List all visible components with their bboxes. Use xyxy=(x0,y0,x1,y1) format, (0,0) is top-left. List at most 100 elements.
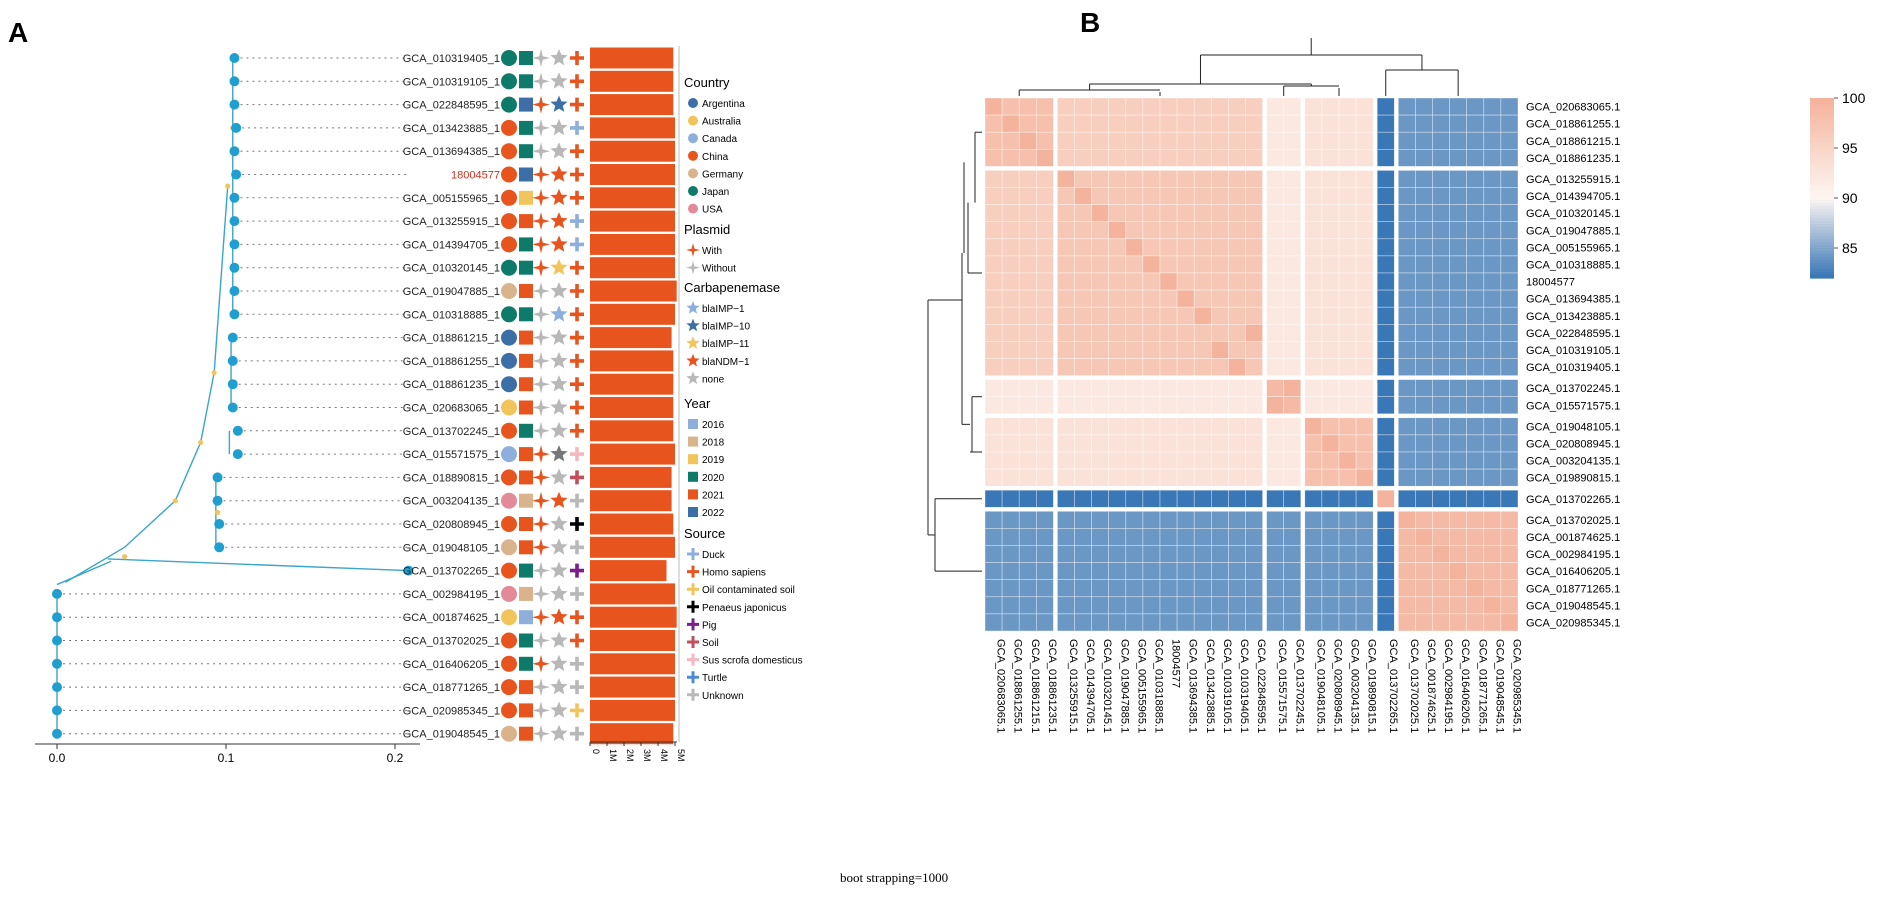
heatmap-cell xyxy=(1376,341,1395,359)
panel-a-label: A xyxy=(8,17,28,48)
heatmap-cell xyxy=(1193,170,1212,188)
country-marker xyxy=(501,585,517,602)
heatmap-cell xyxy=(1321,341,1340,359)
legend-item-label: 2016 xyxy=(702,420,725,431)
heatmap-cell xyxy=(1266,306,1284,325)
heatmap-cell xyxy=(1091,510,1109,529)
heatmap-cell xyxy=(1142,434,1161,453)
heatmap-cell xyxy=(1142,451,1161,470)
carbapenemase-marker xyxy=(550,608,568,625)
heatmap-cell xyxy=(1211,528,1229,546)
heatmap-cell xyxy=(1449,468,1467,487)
heatmap-cell xyxy=(1415,417,1433,436)
genome-size-bar xyxy=(590,94,674,116)
heatmap-cell xyxy=(1159,528,1178,546)
heatmap-cell xyxy=(1142,341,1161,359)
heatmap-cell xyxy=(1228,97,1246,116)
heatmap-cell xyxy=(984,468,1003,487)
heatmap-cell xyxy=(1018,149,1037,167)
heatmap-cell xyxy=(1432,528,1450,546)
heatmap-cell xyxy=(1074,323,1092,342)
heatmap-cell xyxy=(1057,255,1075,274)
heatmap-cell xyxy=(1074,238,1092,257)
heatmap-cell xyxy=(1266,358,1284,376)
country-marker xyxy=(501,446,517,463)
heatmap-cell xyxy=(1466,510,1485,529)
heatmap-cell xyxy=(1415,434,1433,453)
strain-label: GCA_019048105_1 xyxy=(403,542,500,554)
heatmap-cell xyxy=(1500,358,1519,376)
heatmap-cell xyxy=(984,489,1003,508)
heatmap-cell xyxy=(1449,323,1467,342)
heatmap-cell xyxy=(1074,149,1092,167)
heatmap-cell xyxy=(1483,221,1502,240)
heatmap-cell xyxy=(1321,528,1340,546)
heatmap-cell xyxy=(1283,417,1302,436)
heatmap-cell xyxy=(1500,170,1519,188)
genome-size-bar xyxy=(590,397,674,418)
heatmap-cell xyxy=(1245,396,1263,415)
heatmap-cell xyxy=(1125,489,1144,508)
heatmap-cell xyxy=(1018,417,1037,436)
heatmap-cell xyxy=(1266,379,1284,398)
legend-swatch xyxy=(688,454,698,465)
heatmap-cell xyxy=(1036,562,1054,580)
heatmap-cell xyxy=(1018,187,1037,205)
heatmap-cell xyxy=(1415,323,1433,342)
heatmap-cell xyxy=(1176,97,1195,116)
heatmap-cell xyxy=(1245,528,1263,546)
heatmap-cell xyxy=(984,289,1003,308)
heatmap-cell xyxy=(1211,579,1229,598)
heatmap-cell xyxy=(1304,451,1323,470)
heatmap-cell xyxy=(1176,204,1195,223)
country-marker xyxy=(501,539,517,556)
legend-swatch xyxy=(688,115,698,126)
colorbar-segment xyxy=(1810,269,1834,273)
heatmap-cell xyxy=(1245,306,1263,325)
strain-label: GCA_013702265_1 xyxy=(403,566,500,578)
carbapenemase-marker xyxy=(550,188,568,206)
heatmap-cell xyxy=(1001,272,1020,291)
legend-item-label: Germany xyxy=(702,169,743,180)
heatmap-cell xyxy=(1176,341,1195,359)
heatmap-cell xyxy=(1398,97,1416,116)
heatmap-cell xyxy=(1415,289,1433,308)
heatmap-cell xyxy=(1466,238,1485,257)
heatmap-cell xyxy=(1398,204,1416,223)
country-marker xyxy=(501,96,517,113)
plasmid-marker xyxy=(532,328,550,347)
heatmap-cell xyxy=(1018,238,1037,257)
colorbar-segment xyxy=(1810,245,1834,249)
heatmap-cell xyxy=(1304,204,1323,223)
heatmap-cell xyxy=(1193,323,1212,342)
heatmap-cell xyxy=(1074,528,1092,546)
heatmap-cell xyxy=(1125,306,1144,325)
heatmap-cell xyxy=(1036,289,1054,308)
legend-swatch xyxy=(687,653,699,666)
heatmap-cell xyxy=(1228,341,1246,359)
legend-swatch xyxy=(688,489,698,500)
heatmap-cell xyxy=(1125,170,1144,188)
heatmap-cell xyxy=(1001,221,1020,240)
legend-swatch xyxy=(686,301,700,314)
heatmap-cell xyxy=(1245,613,1263,632)
colorbar-segment xyxy=(1810,176,1834,180)
heatmap-cell xyxy=(1108,221,1127,240)
heatmap-cell xyxy=(1211,306,1229,325)
leaf-node xyxy=(227,379,238,390)
bootstrap-point xyxy=(172,498,178,504)
heatmap-cell xyxy=(1074,434,1092,453)
heatmap-cell xyxy=(1338,358,1357,376)
heatmap-cell xyxy=(1228,131,1246,150)
heatmap-cell xyxy=(984,272,1003,291)
heatmap-cell xyxy=(1415,562,1433,580)
heatmap-cell xyxy=(1432,306,1450,325)
heatmap-cell xyxy=(1036,187,1054,205)
heatmap-cell xyxy=(1245,579,1263,598)
heatmap-cell xyxy=(1193,289,1212,308)
carbapenemase-marker xyxy=(550,165,568,182)
heatmap-cell xyxy=(1432,545,1450,563)
leaf-node xyxy=(229,53,240,63)
colorbar-segment xyxy=(1810,119,1834,123)
